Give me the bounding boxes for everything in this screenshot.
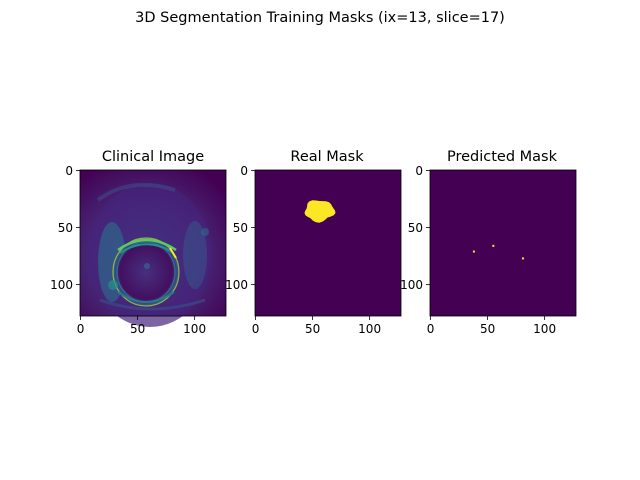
clinical-image-canvas [80,170,226,327]
mask-pixel [472,250,475,253]
mask-background [255,170,401,316]
panel-predicted-mask: Predicted Mask [429,149,577,317]
mask-pixel [521,257,524,260]
figure-suptitle: 3D Segmentation Training Masks (ix=13, s… [135,10,505,26]
panel-title: Real Mask [290,149,364,165]
y-tick-label: 50 [408,221,423,235]
x-tick-label: 0 [427,322,435,336]
x-tick-label: 100 [183,322,206,336]
pred-mask-marks [472,244,524,260]
mask-region [304,200,336,223]
real-mask-marks [304,200,336,223]
y-tick-label: 100 [225,278,248,292]
mask-background [430,170,576,316]
x-tick-label: 100 [358,322,381,336]
panel-title: Clinical Image [102,149,204,165]
x-tick-label: 0 [77,322,85,336]
y-tick-label: 50 [233,221,248,235]
x-tick-label: 50 [130,322,145,336]
y-tick-label: 0 [65,164,73,178]
mask-pixel [492,244,495,247]
y-tick-label: 0 [415,164,423,178]
y-tick-label: 50 [58,221,73,235]
y-tick-label: 0 [240,164,248,178]
x-tick-label: 50 [480,322,495,336]
x-tick-label: 100 [533,322,556,336]
y-tick-label: 100 [50,278,73,292]
y-tick-label: 100 [400,278,423,292]
panel-clinical-image: Clinical Image [79,149,227,327]
ticks-layer: 0 50 100 0 50 100 0 50 100 0 50 100 0 50 100 0 50 100 [50,164,556,336]
panel-title: Predicted Mask [447,149,558,165]
panel-real-mask: Real Mask [254,149,402,317]
x-tick-label: 50 [305,322,320,336]
x-tick-label: 0 [252,322,260,336]
